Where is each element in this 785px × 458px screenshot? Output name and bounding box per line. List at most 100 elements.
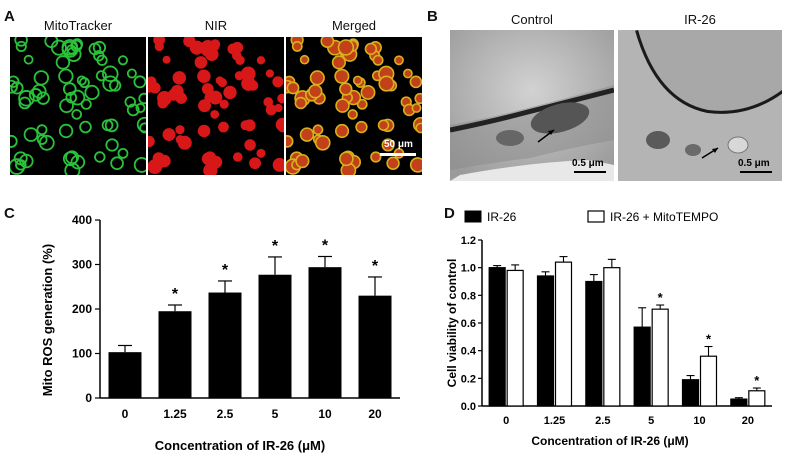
cell-outline [295,153,310,169]
chart-c-xtick-label: 20 [368,407,382,421]
chart-d-legend-swatch [464,210,482,223]
cell-outline [411,103,422,113]
chart-mito-ros: Mito ROS generation (%) Concentration of… [40,213,400,453]
cell [110,156,124,171]
cell [55,55,71,70]
chart-d-xtick-label: 2.5 [595,415,610,427]
cell [210,109,220,119]
cell [394,56,404,65]
chart-c-xtick-label: 2.5 [217,407,234,421]
cell [172,71,187,85]
cell [348,109,358,119]
cell-outline [309,70,325,86]
cell-outline [320,37,335,48]
cell-outline [360,84,376,100]
cell [194,56,208,69]
cell [370,152,381,162]
cell [365,43,377,55]
cell [274,103,283,113]
chart-d-xtick-label: 20 [742,415,754,427]
cell [272,157,284,172]
cell [332,56,346,69]
cell [133,75,146,89]
cell [117,55,128,66]
chart-d-ytick-label: 1.2 [461,235,476,247]
chart-d-ytick-label: 0.2 [461,373,476,385]
chart-c-significance: * [372,258,379,275]
cell [31,84,47,99]
cell [256,56,266,65]
cell [308,84,322,98]
chart-cell-viability: Cell viability of control Concentration … [445,210,772,448]
chart-c-xtick-label: 1.25 [163,407,187,421]
chart-c-ytick-label: 200 [72,302,92,316]
cell [96,54,108,66]
cell-outline [337,39,355,56]
cell [387,157,399,170]
cell [102,75,119,92]
cell-outline [294,96,308,110]
chart-d-bar [585,280,603,407]
chart-c-bar [208,292,242,398]
cell-outline [339,151,354,167]
cell [296,154,309,168]
cell [416,123,422,133]
cell-outline [381,138,395,152]
scale-bar-a-label: 50 μm [384,139,413,150]
scale-bar-a [380,153,416,156]
cell [265,69,274,78]
scale-bar-b1-label: 0.5 μm [572,158,604,169]
cell [219,99,229,109]
cell-outline [415,122,422,134]
chart-d-xtick-label: 5 [648,415,654,427]
cell [149,82,161,94]
chart-d-legend-label: IR-26 + MitoTEMPO [610,210,718,224]
cell [62,151,78,167]
cell [197,69,211,83]
cell [102,65,119,83]
cell [76,75,87,86]
cell [117,147,129,159]
cell [412,103,421,113]
cell [201,83,214,95]
cell [300,55,309,64]
cell-outline [339,82,353,96]
label-nir: NIR [204,18,228,33]
cell [361,85,375,100]
cell [71,109,83,120]
cell [101,119,114,132]
cell [69,89,86,106]
micrograph-mitotracker [10,37,146,175]
panel-letter-d: D [444,205,455,222]
cell [38,134,55,151]
chart-d-bar [506,269,524,407]
chart-d-bar [699,355,718,407]
cell [28,88,43,102]
cell [313,125,323,135]
chart-c-bar [108,352,142,398]
chart-d-xtick-label: 10 [693,415,705,427]
panel-letter-c: C [4,205,15,222]
panel-letter-a: A [4,8,15,25]
cell [378,120,389,131]
cell [170,84,184,98]
cell [126,68,137,79]
cell [23,54,34,65]
cell-outline [377,119,390,131]
chart-d-bar [651,308,669,407]
micrograph-merged: 50 μm [286,37,422,175]
label-control: Control [511,12,553,27]
cell [23,127,39,142]
chart-d-bar [633,326,651,407]
cell-outline [299,54,310,65]
chart-d-legend-swatch [587,210,605,223]
chart-d-bar [554,261,573,407]
cell [44,37,59,49]
chart-d-bar [536,275,555,407]
cell [223,85,237,100]
chart-c-bar [158,311,192,398]
chart-d-significance: * [754,373,760,388]
cell [154,41,164,52]
chart-d-legend-label: IR-26 [487,210,517,224]
cell-outline [291,40,303,52]
